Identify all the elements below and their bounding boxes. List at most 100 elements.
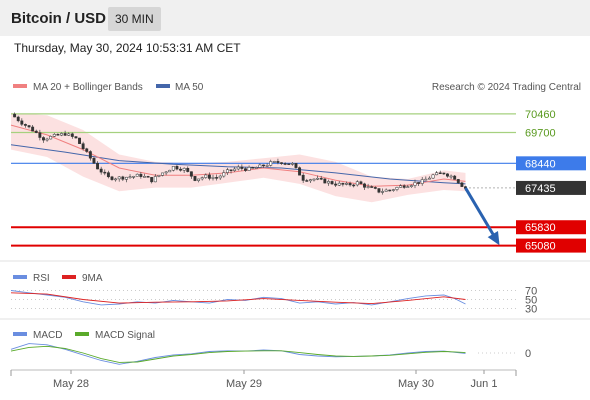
macd-legend-label: MACD <box>33 330 62 341</box>
candle-body <box>175 166 179 170</box>
candle-body <box>197 178 201 181</box>
candle-body <box>110 176 114 180</box>
rsi-ma-line <box>10 292 466 305</box>
level-label-65830: 65830 <box>525 222 556 234</box>
candle-body <box>460 182 464 187</box>
candle-body <box>269 161 273 166</box>
candle-body <box>456 179 460 184</box>
candle-body <box>359 181 363 185</box>
candle-body <box>78 137 81 144</box>
timeframe-selector[interactable]: 30 MIN <box>108 7 161 31</box>
candle-body <box>67 133 71 136</box>
candle-body <box>92 157 96 164</box>
candle-body <box>81 143 85 149</box>
candle-body <box>146 176 150 178</box>
candle-body <box>420 179 424 184</box>
candle-body <box>121 176 125 180</box>
candle-body <box>272 161 276 163</box>
candle-body <box>171 166 175 171</box>
candle-body <box>366 186 370 188</box>
level-tag-68440 <box>516 156 586 171</box>
candle-body <box>128 176 132 178</box>
candle-body <box>186 168 190 172</box>
candle-body <box>49 136 53 140</box>
candle-body <box>96 163 100 170</box>
candle-body <box>348 183 352 186</box>
candle-body <box>247 167 251 171</box>
candle-body <box>381 191 384 193</box>
candle-body <box>45 138 49 141</box>
candle-body <box>326 181 330 184</box>
candle-body <box>427 177 431 180</box>
candle-body <box>294 163 298 168</box>
candle-body <box>13 113 17 118</box>
level-tag-67435 <box>516 180 586 195</box>
candle-body <box>139 173 143 177</box>
candle-body <box>16 116 20 122</box>
rsi-tick-70: 70 <box>525 286 537 298</box>
candle-body <box>301 174 305 181</box>
ma50-legend-label: MA 50 <box>175 82 204 93</box>
candle-body <box>417 182 421 184</box>
level-tag-65830 <box>516 220 586 235</box>
x-tick-label: Jun 1 <box>471 378 498 390</box>
macd-signal-line <box>10 345 466 363</box>
candle-body <box>258 164 262 168</box>
candle-body <box>402 185 406 188</box>
candle-body <box>168 169 172 173</box>
candle-body <box>276 161 280 163</box>
ma20-legend-label: MA 20 + Bollinger Bands <box>33 82 143 93</box>
candle-body <box>124 176 128 180</box>
price-panel: 70460 69700 68440 67435 65830 65080 <box>10 109 586 253</box>
candle-body <box>193 176 197 181</box>
candle-body <box>373 187 377 189</box>
macd-tick-0: 0 <box>525 348 531 360</box>
level-label-69700: 69700 <box>525 127 556 139</box>
candle-body <box>99 168 103 173</box>
candle-body <box>337 182 341 186</box>
candle-body <box>406 186 410 188</box>
candle-body <box>265 165 269 167</box>
candle-body <box>431 174 435 179</box>
candle-body <box>85 148 89 152</box>
instrument-title: Bitcoin / USD <box>11 10 107 27</box>
candle-body <box>132 176 136 178</box>
level-label-70460: 70460 <box>525 109 556 121</box>
candle-body <box>74 136 78 139</box>
rsi-legend-swatch <box>13 275 27 279</box>
candle-body <box>391 189 395 191</box>
candle-body <box>218 175 222 179</box>
candle-body <box>161 172 164 176</box>
candle-body <box>388 189 392 192</box>
candle-body <box>290 163 294 165</box>
candle-body <box>395 187 399 190</box>
candle-body <box>38 132 42 138</box>
candle-body <box>31 126 35 132</box>
candle-body <box>222 172 226 177</box>
candle-body <box>211 177 215 179</box>
candle-body <box>334 183 338 186</box>
candle-body <box>229 169 233 171</box>
rsi-ma-legend-label: 9MA <box>82 273 103 284</box>
rsi-legend-label: RSI <box>33 273 50 284</box>
candle-body <box>20 120 24 125</box>
candle-body <box>27 125 31 128</box>
candle-body <box>438 172 442 175</box>
candle-body <box>409 185 413 187</box>
candle-body <box>240 166 244 169</box>
candle-body <box>34 130 38 133</box>
candle-body <box>323 178 327 184</box>
x-tick-label: May 28 <box>53 378 89 390</box>
candle-body <box>399 185 403 188</box>
source-credit: Research © 2024 Trading Central <box>432 82 581 93</box>
projection-arrow-shaft <box>464 187 500 244</box>
level-label-68440: 68440 <box>525 158 556 170</box>
candle-body <box>23 124 27 126</box>
candle-body <box>244 168 247 171</box>
rsi-tick-50: 50 <box>525 295 537 307</box>
bollinger-band <box>11 112 466 203</box>
candle-body <box>254 167 258 169</box>
candle-body <box>308 179 312 182</box>
